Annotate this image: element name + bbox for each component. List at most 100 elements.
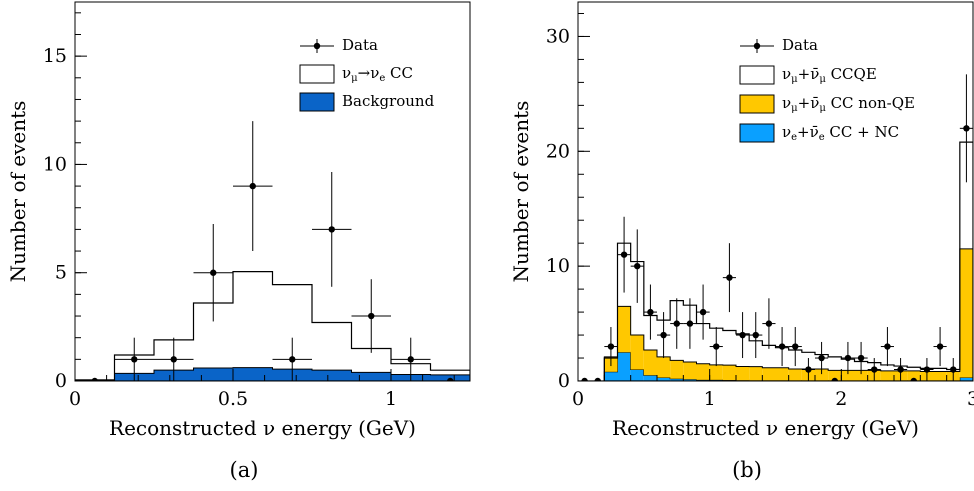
data-point bbox=[91, 377, 98, 381]
histogram-bar bbox=[657, 356, 671, 378]
histogram-bar bbox=[630, 335, 644, 370]
histogram-bar bbox=[709, 364, 723, 380]
histogram-bar bbox=[815, 369, 829, 381]
histogram-bar bbox=[788, 369, 802, 381]
legend-swatch bbox=[739, 65, 775, 85]
histogram-bar bbox=[683, 362, 697, 380]
series-1-step bbox=[75, 271, 470, 381]
data-point bbox=[289, 356, 296, 363]
data-point bbox=[634, 262, 641, 270]
data-point bbox=[368, 312, 375, 320]
data-point bbox=[647, 308, 654, 316]
data-point bbox=[923, 366, 931, 373]
data-point bbox=[805, 366, 812, 373]
legend-subscript: e bbox=[379, 73, 385, 84]
y-tick-label: 15 bbox=[43, 45, 67, 67]
histogram-bar bbox=[670, 378, 684, 381]
legend-label-data: Data bbox=[342, 36, 378, 54]
legend-label-2: νe+ν̄e CC + NC bbox=[782, 123, 899, 143]
data-point bbox=[328, 226, 335, 233]
legend-text-part: ν bbox=[782, 65, 791, 83]
histogram-bar bbox=[696, 363, 710, 380]
panel-caption: (a) bbox=[230, 458, 259, 482]
histogram-bar bbox=[933, 371, 947, 381]
data-point bbox=[726, 274, 733, 281]
legend-label-data: Data bbox=[782, 36, 818, 54]
legend-text-part: +ν̄ bbox=[798, 94, 820, 112]
legend-subscript: μ bbox=[791, 74, 798, 85]
x-axis-label: Reconstructed ν energy (GeV) bbox=[109, 416, 416, 440]
histogram-bar bbox=[351, 372, 391, 381]
histogram-bar bbox=[683, 379, 697, 381]
x-tick-label: 0.5 bbox=[218, 388, 248, 410]
legend-subscript: μ bbox=[791, 103, 798, 114]
histogram-bar bbox=[749, 366, 763, 381]
y-axis-label: Number of events bbox=[509, 101, 533, 283]
y-tick-label: 0 bbox=[558, 370, 570, 392]
x-tick-label: 0 bbox=[572, 388, 584, 410]
plot-area bbox=[74, 1, 471, 382]
data-point bbox=[407, 356, 414, 363]
legend-swatch bbox=[299, 92, 335, 112]
histogram-bar bbox=[775, 367, 789, 381]
panel-b: 0 10 20 30 0 1 2 3 Reconstructed ν energy (GeV) N… bbox=[509, 1, 974, 482]
data-point bbox=[673, 320, 680, 327]
series-1 bbox=[578, 248, 973, 381]
x-tick-label: 1 bbox=[385, 388, 397, 410]
histogram-bar bbox=[828, 370, 842, 381]
legend-subscript: μ bbox=[819, 74, 826, 85]
legend-text-part: +ν̄ bbox=[797, 123, 819, 141]
legend-text-part: →ν bbox=[358, 64, 380, 82]
x-tick-label: 3 bbox=[967, 388, 974, 410]
data-point bbox=[620, 251, 628, 258]
axes: 0 5 10 15 0 0.5 1 bbox=[43, 12, 455, 410]
legend-label-0: νμ→νe CC bbox=[342, 64, 413, 84]
plot-inner bbox=[75, 121, 470, 381]
histogram-bar bbox=[630, 369, 644, 381]
y-tick-label: 5 bbox=[55, 262, 67, 284]
histogram-bar bbox=[854, 370, 868, 381]
data-point bbox=[594, 377, 601, 381]
legend-subscript: e bbox=[819, 132, 825, 143]
histogram-bar bbox=[959, 377, 973, 381]
panel-caption: (b) bbox=[732, 458, 762, 482]
legend-text-part: CCQE bbox=[826, 65, 877, 83]
data-point bbox=[936, 343, 944, 350]
histogram-bar bbox=[643, 375, 657, 381]
x-tick-label: 1 bbox=[704, 388, 716, 410]
data-point bbox=[447, 377, 454, 381]
data-point bbox=[170, 356, 177, 363]
y-tick-label: 0 bbox=[55, 370, 67, 392]
panel-a: 0 5 10 15 0 0.5 1 Reconstructed ν energy (GeV) N… bbox=[6, 1, 471, 482]
data-point bbox=[950, 366, 957, 373]
histogram-bar bbox=[907, 370, 921, 381]
data-point bbox=[660, 331, 667, 339]
legend-swatch bbox=[299, 64, 335, 84]
data-point bbox=[871, 366, 878, 373]
data-point bbox=[910, 377, 917, 381]
x-tick-label: 0 bbox=[69, 388, 81, 410]
histogram-bar bbox=[233, 367, 273, 381]
data-point bbox=[897, 366, 904, 373]
y-tick-label: 10 bbox=[43, 153, 67, 175]
data-point bbox=[581, 377, 588, 381]
plot-area bbox=[577, 1, 974, 382]
legend-subscript: μ bbox=[819, 103, 826, 114]
data-point bbox=[884, 343, 891, 350]
legend-swatch bbox=[739, 94, 775, 114]
data-point bbox=[963, 125, 970, 132]
data-point bbox=[739, 331, 746, 339]
plot-inner bbox=[578, 74, 973, 381]
data-point bbox=[844, 354, 852, 362]
histogram-bar bbox=[657, 377, 671, 381]
data-point bbox=[778, 343, 786, 350]
histogram-bar bbox=[193, 368, 233, 381]
data-point bbox=[857, 354, 865, 362]
legend-label-1: νμ+ν̄μ CC non-QE bbox=[782, 94, 915, 114]
data-point bbox=[792, 343, 799, 350]
data-point bbox=[699, 308, 707, 316]
y-axis-label: Number of events bbox=[6, 101, 30, 283]
plot-frame bbox=[74, 1, 471, 382]
